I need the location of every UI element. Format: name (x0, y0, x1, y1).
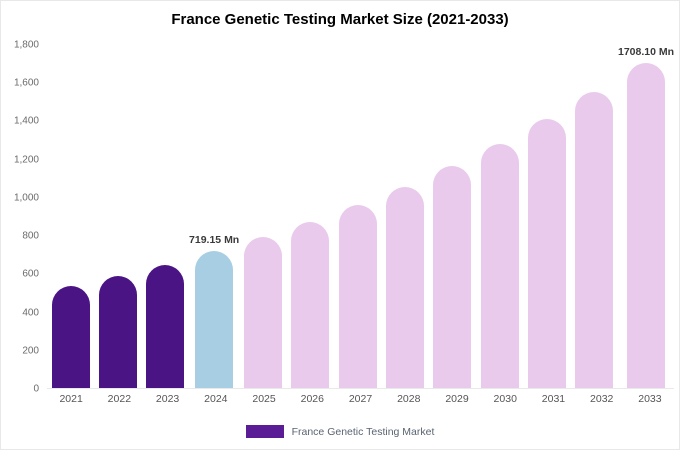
y-tick-label: 200 (22, 345, 39, 357)
x-tick-label-2030: 2030 (493, 393, 517, 405)
y-tick-label: 1,800 (13, 39, 39, 51)
x-tick-label-2025: 2025 (252, 393, 276, 405)
x-tick-label-2023: 2023 (155, 393, 180, 405)
x-tick-label-2024: 2024 (204, 393, 228, 405)
x-tick-label-2029: 2029 (445, 393, 469, 405)
bar-column-2032 (571, 45, 618, 388)
bar-column-2022 (94, 45, 141, 388)
bar-column-2031 (523, 45, 570, 388)
bar-2022 (99, 276, 138, 388)
bar-2030 (480, 144, 519, 388)
y-tick-label: 1,400 (13, 115, 39, 127)
y-tick-label: 1,600 (13, 77, 39, 89)
y-tick-label: 0 (33, 383, 39, 395)
plot-area: 719.15 Mn 1708.10 Mn (47, 45, 674, 389)
bar-column-2030 (476, 45, 523, 388)
bar-value-label-2033: 1708.10 Mn (617, 45, 675, 58)
x-axis-labels: 2021 2022 2023 2024 2025 2026 2027 2028 2029 2030… (47, 393, 674, 411)
bar-column-2026 (287, 45, 334, 388)
chart-title: France Genetic Testing Market Size (2021… (171, 11, 509, 28)
y-tick-label: 1,200 (13, 154, 39, 166)
bar-column-2025 (239, 45, 286, 388)
bar-2026 (291, 221, 330, 388)
bar-column-2028 (381, 45, 428, 388)
y-tick-label: 600 (22, 268, 39, 280)
x-tick-label-2021: 2021 (59, 393, 83, 405)
bar-2028 (385, 186, 424, 388)
x-tick-label-2031: 2031 (541, 393, 566, 405)
x-tick-label-2033: 2033 (638, 393, 662, 405)
bar-column-2029 (429, 45, 476, 388)
bar-2023 (146, 264, 185, 388)
bar-2032 (575, 92, 614, 388)
x-tick-label-2026: 2026 (300, 393, 324, 405)
y-tick-label: 800 (22, 230, 39, 242)
bar-2027 (338, 205, 377, 388)
bar-2033 (627, 62, 665, 388)
legend-label: France Genetic Testing Market (291, 425, 435, 438)
bar-column-2033: 1708.10 Mn (618, 45, 674, 388)
bar-column-2023 (142, 45, 189, 388)
bar-column-2021 (47, 45, 94, 388)
bar-2025 (243, 237, 282, 388)
y-tick-label: 400 (22, 307, 39, 319)
bar-2031 (527, 119, 566, 388)
legend-swatch (245, 425, 284, 438)
bar-2024 (195, 250, 234, 388)
bar-2021 (51, 286, 90, 388)
legend: France Genetic Testing Market (1, 425, 679, 438)
bar-value-label-2024: 719.15 Mn (189, 233, 240, 246)
x-tick-label-2028: 2028 (397, 393, 421, 405)
bar-column-2024: 719.15 Mn (189, 45, 239, 388)
x-tick-label-2032: 2032 (590, 393, 614, 405)
y-tick-label: 1,000 (13, 192, 39, 204)
bar-2029 (433, 166, 472, 388)
x-tick-label-2027: 2027 (348, 393, 373, 405)
x-tick-label-2022: 2022 (107, 393, 132, 405)
y-axis-labels: 0 200 400 600 800 1,000 1,200 1,400 1,600 1,800 (1, 40, 41, 395)
bar-column-2027 (334, 45, 381, 388)
